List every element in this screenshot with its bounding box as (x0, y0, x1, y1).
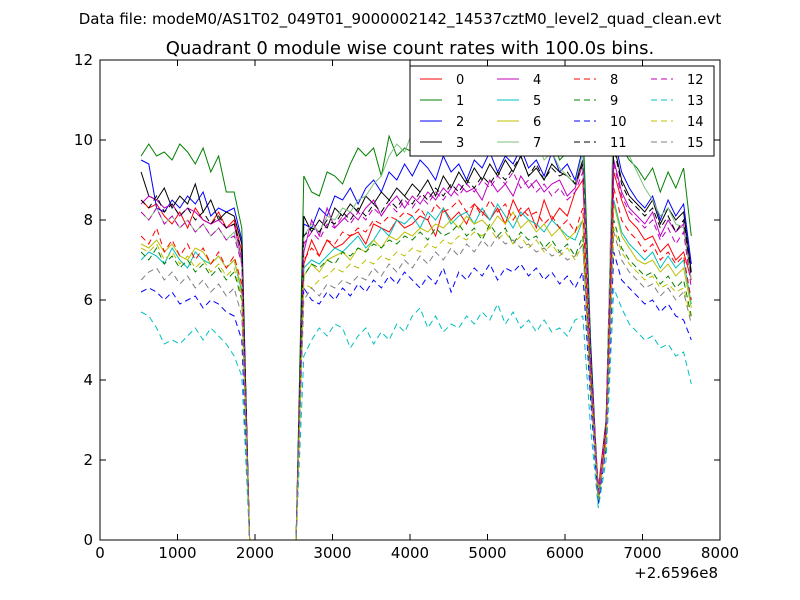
series-10-line (140, 251, 692, 540)
legend-label-2: 2 (456, 115, 464, 130)
legend-label-4: 4 (533, 73, 541, 88)
legend-label-15: 15 (687, 136, 704, 151)
chart-suptitle: Data file: modeM0/AS1T02_049T01_90000021… (79, 10, 722, 29)
x-tick-label: 8000 (701, 544, 739, 562)
legend-label-0: 0 (456, 73, 464, 88)
series-13-line (140, 287, 692, 540)
y-tick-label: 0 (83, 531, 93, 549)
chart-title: Quadrant 0 module wise count rates with … (166, 38, 655, 59)
axes-ticks: 0 1000 2000 3000 4000 5000 6000 7000 80000246810… (74, 51, 739, 562)
y-tick-label: 4 (83, 371, 93, 389)
x-tick-label: 7000 (623, 544, 661, 562)
legend-label-8: 8 (610, 73, 618, 88)
y-tick-label: 8 (83, 211, 93, 229)
x-offset-label: +2.6596e8 (634, 564, 718, 582)
legend-label-5: 5 (533, 94, 541, 109)
x-tick-label: 6000 (546, 544, 584, 562)
legend-label-7: 7 (533, 136, 541, 151)
legend-label-14: 14 (687, 115, 704, 130)
series-layer (140, 95, 692, 540)
series-7-line (140, 95, 692, 540)
y-tick-label: 6 (83, 291, 93, 309)
series-15-line (140, 231, 692, 540)
x-tick-label: 0 (95, 544, 105, 562)
legend-label-10: 10 (610, 115, 627, 130)
legend-label-6: 6 (533, 115, 541, 130)
x-tick-label: 5000 (468, 544, 506, 562)
x-tick-label: 1000 (158, 544, 196, 562)
series-9-line (140, 219, 692, 540)
x-tick-label: 2000 (236, 544, 274, 562)
y-tick-label: 10 (74, 131, 93, 149)
series-12-line (140, 163, 692, 540)
legend-label-13: 13 (687, 94, 704, 109)
legend-label-9: 9 (610, 94, 618, 109)
legend-label-3: 3 (456, 136, 464, 151)
series-8-line (140, 187, 692, 540)
legend-label-1: 1 (456, 94, 464, 109)
y-tick-label: 2 (83, 451, 93, 469)
legend-box (409, 65, 715, 157)
legend-label-11: 11 (610, 136, 627, 151)
legend-label-12: 12 (687, 73, 704, 88)
x-tick-label: 3000 (313, 544, 351, 562)
x-tick-label: 4000 (391, 544, 429, 562)
y-tick-label: 12 (74, 51, 93, 69)
